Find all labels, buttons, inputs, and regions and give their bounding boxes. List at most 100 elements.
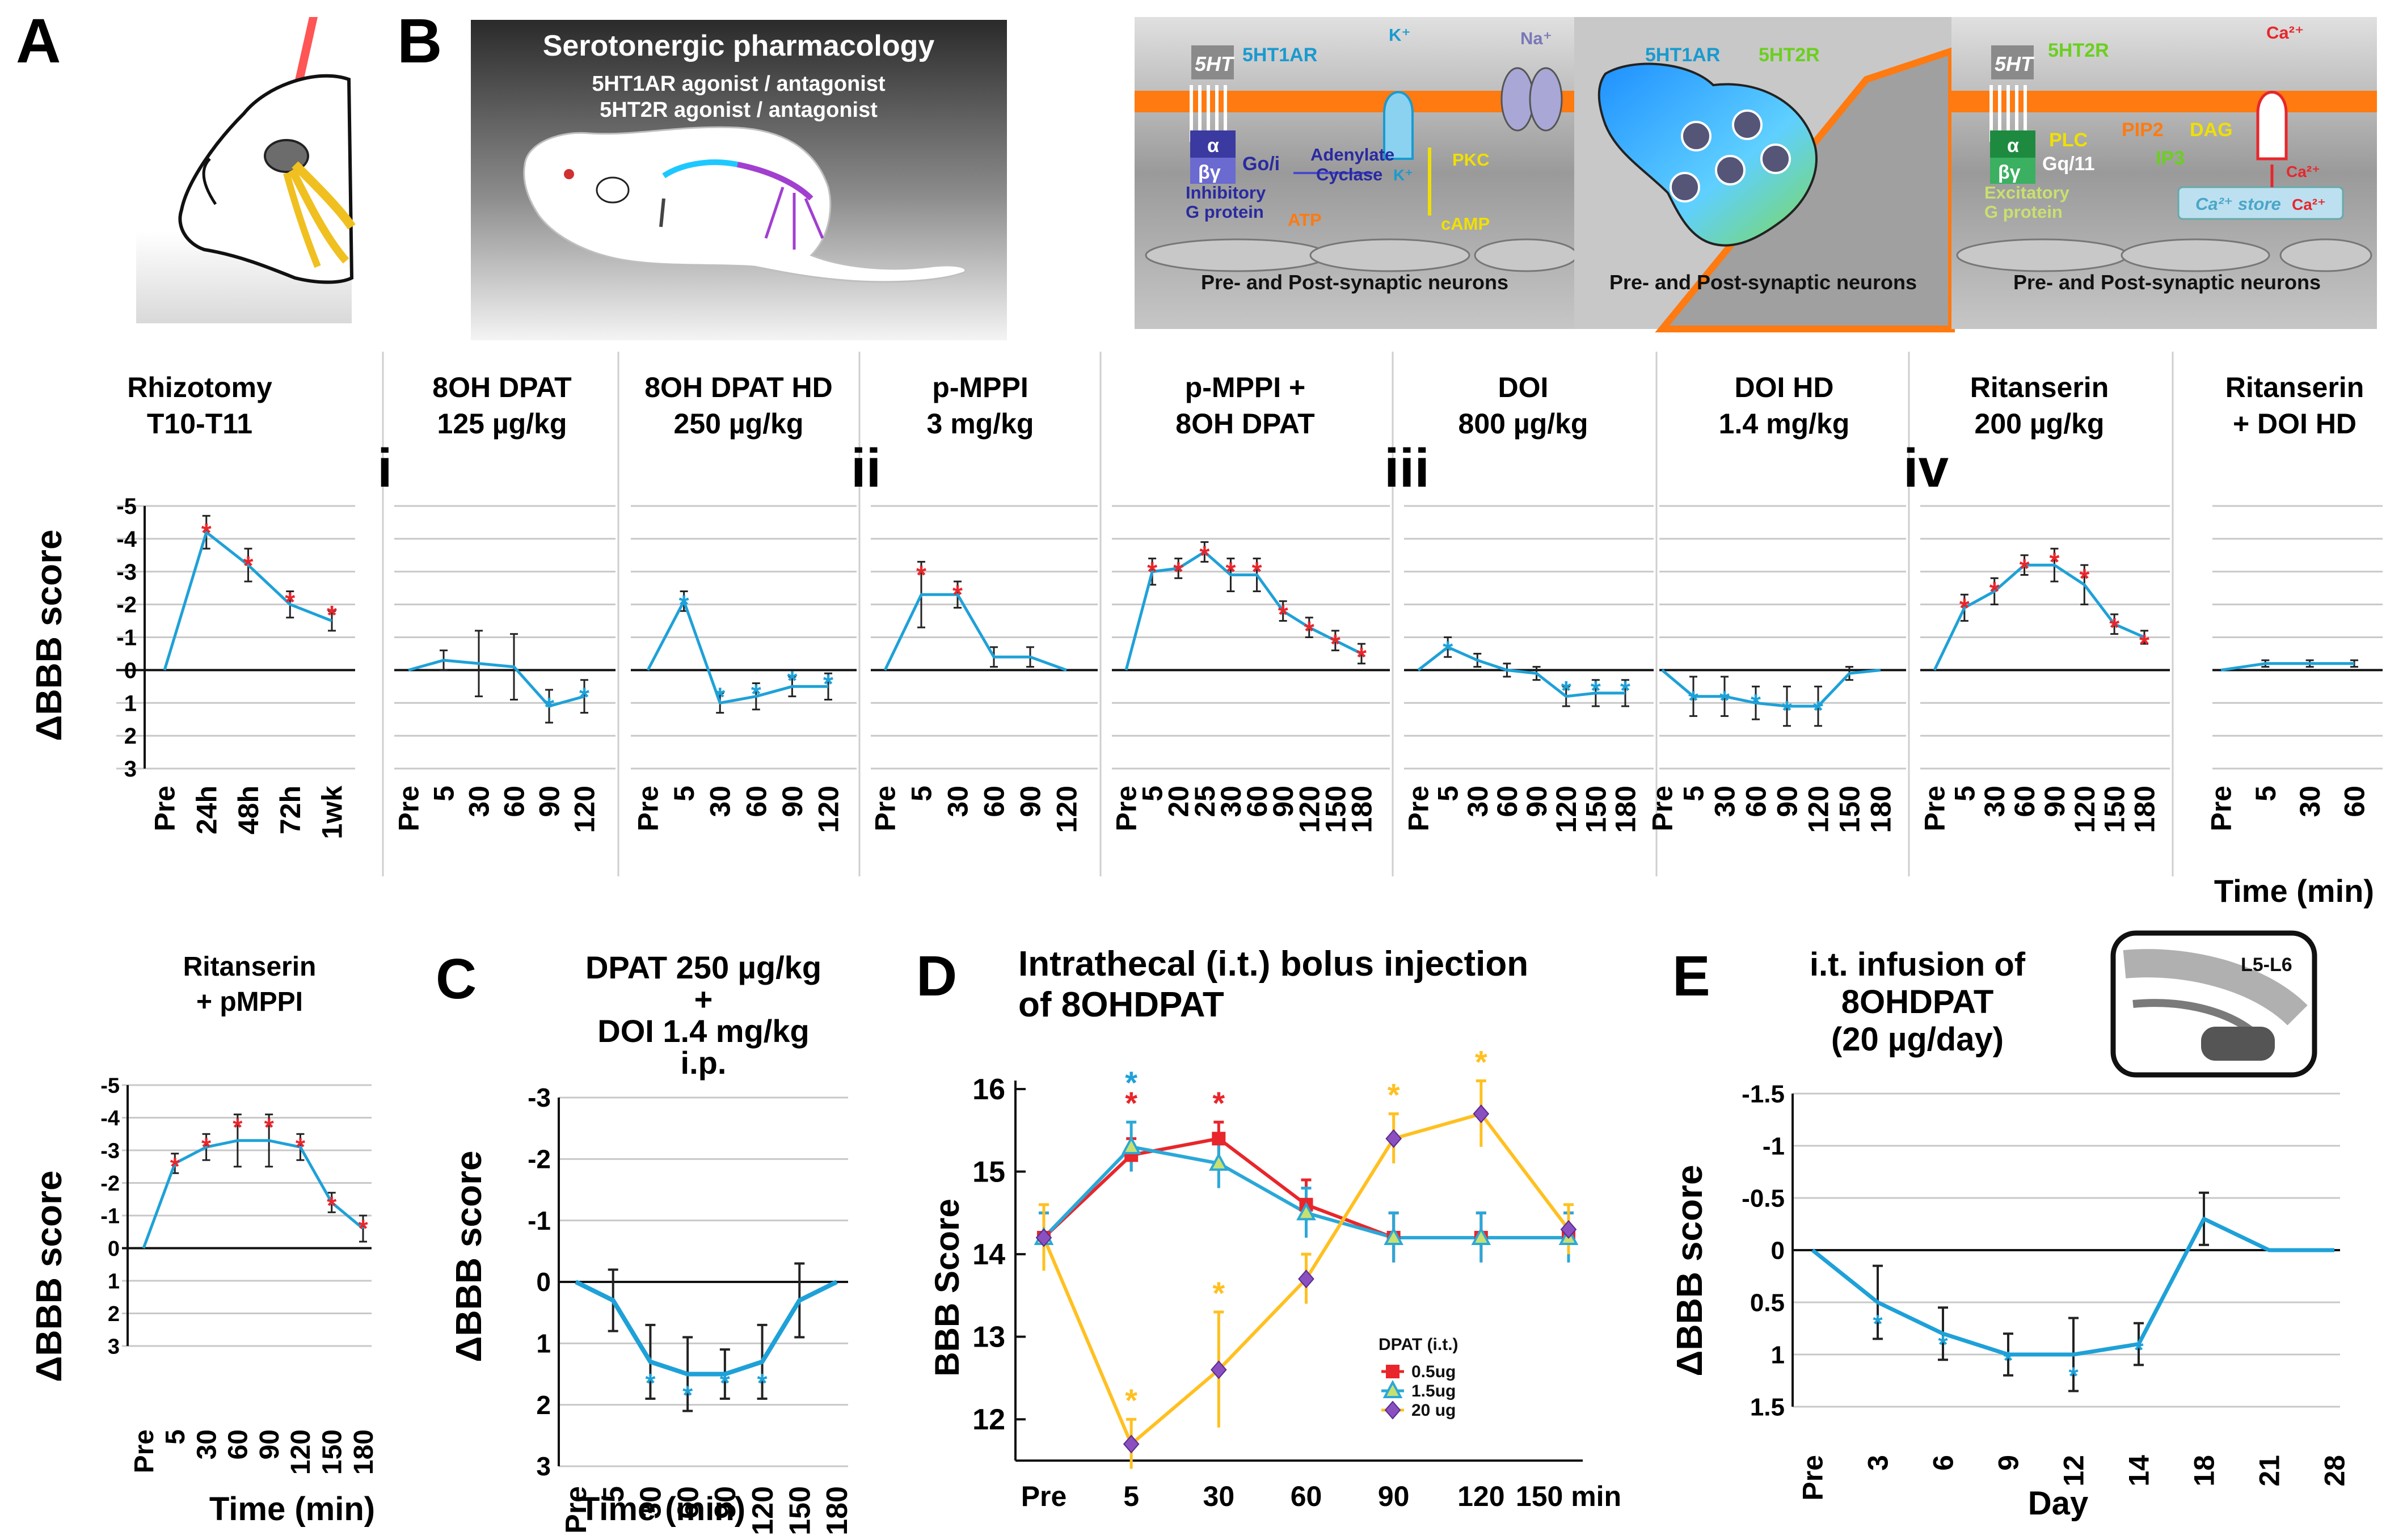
chart-title-line: + [694, 981, 713, 1017]
x-tick-label: 25 [1189, 786, 1221, 817]
y-tick-label: -1 [100, 1204, 120, 1228]
significance-star: * [296, 1133, 306, 1161]
significance-star: * [201, 1133, 212, 1161]
data-marker [1471, 1226, 1491, 1245]
x-tick-label: 90 [1267, 786, 1299, 817]
y-tick-label: -2 [528, 1144, 551, 1174]
left-receptor-name: 5HT1AR [1242, 44, 1317, 66]
y-tick-label: -1.5 [1742, 1080, 1785, 1108]
series-line [1933, 563, 2145, 671]
legend-label: 20 ug [1411, 1401, 1456, 1420]
x-tick-label: 60 [2009, 786, 2041, 817]
y-tick-label: 14 [972, 1238, 1005, 1271]
schematic-excitatory [1951, 17, 2377, 329]
y-tick-label: -3 [100, 1139, 120, 1163]
roman-ii: ii [851, 438, 881, 499]
right-pip2: PIP2 [2122, 119, 2164, 141]
x-tick-label: 3 [1862, 1455, 1894, 1471]
x-tick-label: Pre [129, 1429, 159, 1473]
x-tick-label: 60 [1491, 786, 1523, 817]
y-tick-label: 1 [1771, 1341, 1785, 1369]
series-line [1124, 550, 1363, 671]
significance-star: * [2139, 629, 2149, 659]
chart-ritanserin-doi: Ritanserin + DOI HD Pre 5 30 60 [2206, 372, 2383, 832]
chart-e-infusion: -1.5 -1 -0.5 0 0.5 1 1.5 i.t. infusion of8OHDPA… [1742, 946, 2350, 1501]
bottom-left-x-label: Time (min) [209, 1491, 375, 1528]
right-g-type: Gq/11 [2042, 153, 2095, 175]
e-inset-illustration [2110, 930, 2317, 1078]
left-g-protein-1: Inhibitory [1186, 183, 1266, 202]
x-tick-label: 60 [1291, 1480, 1322, 1512]
significance-star: * [1212, 1085, 1225, 1121]
chart-title-line: Rhizotomy [127, 372, 272, 403]
y-tick-label: 3 [124, 757, 137, 782]
panel-letter-d: D [916, 944, 957, 1008]
series-line [646, 600, 828, 704]
y-tick-label: -3 [116, 560, 137, 585]
chart-title-line: 200 µg/kg [1975, 408, 2105, 440]
x-tick-label: 30 [463, 786, 495, 817]
chart-title-line: 800 µg/kg [1458, 408, 1588, 440]
x-tick-label: 5 [597, 1486, 630, 1503]
significance-star: * [1225, 557, 1236, 587]
y-tick-label: 3 [536, 1452, 551, 1481]
x-tick-label: 180 [1865, 786, 1897, 833]
data-marker [1211, 1360, 1227, 1379]
chart-title-line: Ritanserin [1970, 372, 2109, 403]
significance-star: * [358, 1214, 368, 1242]
x-tick-label: 150 [1834, 786, 1866, 833]
x-tick-label: 48h [233, 786, 264, 834]
x-tick-label: 180 [1346, 786, 1378, 833]
significance-star: * [1620, 676, 1630, 705]
legend-swatch-marker [1382, 1379, 1403, 1398]
significance-star: * [720, 1368, 730, 1398]
significance-star: * [1147, 557, 1157, 587]
left-adenylate-1: Adenylate [1310, 145, 1394, 164]
significance-star: * [1356, 642, 1367, 672]
right-g-protein-1: Excitatory [1984, 183, 2070, 202]
y-tick-label: -0.5 [1742, 1184, 1785, 1212]
significance-star: * [1212, 1275, 1225, 1311]
left-g-protein-2: G protein [1186, 202, 1264, 222]
chart-title-line: 8OHDPAT [1841, 984, 1994, 1020]
chart-title-line: 1.4 mg/kg [1719, 408, 1850, 440]
mid-receptor-1: 5HT1AR [1645, 44, 1720, 66]
significance-star: * [544, 692, 554, 722]
right-ca-mid: Ca²⁺ [2286, 163, 2320, 180]
significance-star: * [757, 1368, 768, 1398]
x-tick-label: Pre [1797, 1455, 1829, 1501]
significance-star: * [1443, 636, 1453, 665]
left-k-ion-top: K⁺ [1389, 25, 1411, 45]
y-tick-label: -5 [100, 1074, 120, 1098]
x-tick-label: Pre [1403, 786, 1435, 832]
significance-star: * [1125, 1382, 1137, 1418]
x-tick-label: Pre [870, 786, 901, 832]
significance-star: * [1388, 1077, 1400, 1113]
x-tick-label: Pre [2206, 786, 2237, 832]
significance-star: * [264, 1113, 275, 1141]
e-inset-label: L5-L6 [2241, 954, 2292, 976]
significance-star: * [201, 518, 212, 547]
x-tick-label: 60 [224, 1429, 254, 1459]
data-marker [1296, 1202, 1316, 1221]
x-tick-label: 5 [428, 786, 460, 801]
y-tick-label: 13 [972, 1321, 1005, 1354]
x-tick-label: Pre [1919, 786, 1951, 832]
y-tick-label: 3 [108, 1335, 120, 1358]
chart-title-line: i.p. [681, 1045, 727, 1081]
roman-iv: iv [1903, 438, 1949, 499]
data-marker [1298, 1269, 1314, 1289]
significance-star: * [1782, 695, 1792, 725]
x-tick-label: Pre [1647, 786, 1679, 832]
chart-title-line: i.t. infusion of [1810, 946, 2026, 983]
significance-star: * [233, 1113, 243, 1141]
y-tick-label: 2 [536, 1390, 551, 1420]
right-beta-gamma: βγ [1998, 162, 2021, 183]
significance-star: * [682, 1381, 693, 1410]
series-line [1417, 645, 1625, 698]
x-tick-label: 5 [1123, 1480, 1139, 1512]
x-tick-label: 60 [672, 1486, 705, 1519]
series-line [408, 659, 585, 708]
significance-star: * [952, 580, 963, 609]
series-line [2220, 662, 2354, 672]
